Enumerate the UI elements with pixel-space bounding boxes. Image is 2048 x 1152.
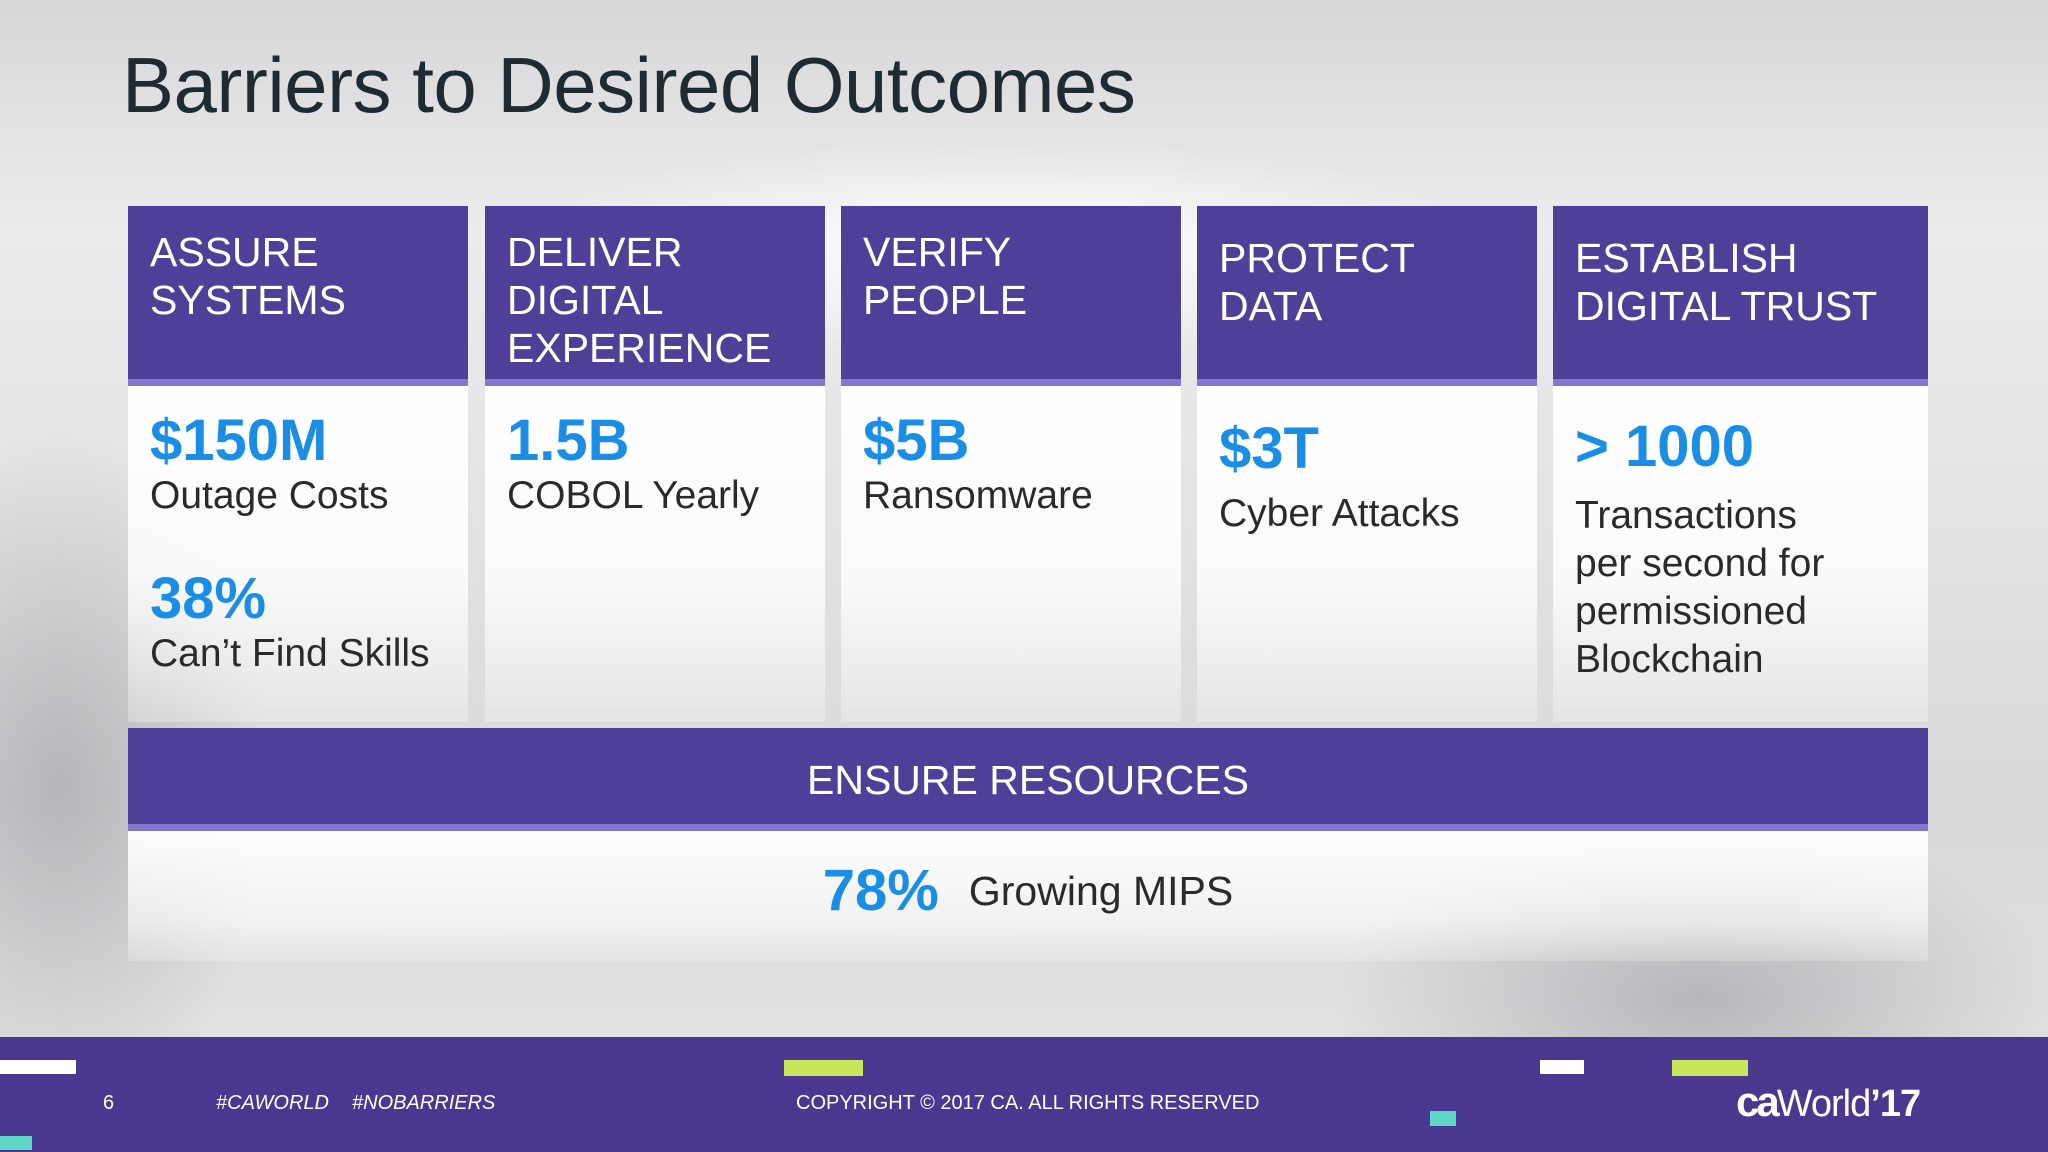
column-body: > 1000 Transactions per second for permi…	[1553, 386, 1928, 722]
stat-value: 78%	[822, 858, 939, 923]
heading-line: EXPERIENCE	[507, 325, 772, 371]
stat-label-line: Blockchain	[1575, 638, 1764, 681]
copyright-notice: COPYRIGHT © 2017 CA. ALL RIGHTS RESERVED	[796, 1092, 1260, 1114]
logo-world: World	[1776, 1083, 1872, 1125]
teal-accent-bar	[0, 1136, 32, 1150]
stat-value: $3T	[1219, 416, 1319, 481]
stat-label: Cyber Attacks	[1219, 492, 1460, 535]
stat-label: Transactions per second for permissioned…	[1575, 492, 1908, 684]
column-establish-digital-trust: ESTABLISH DIGITAL TRUST > 1000 Transacti…	[1553, 206, 1928, 722]
heading-line: ASSURE	[150, 229, 319, 275]
column-assure-systems: ASSURE SYSTEMS $150M Outage Costs 38% Ca…	[128, 206, 468, 722]
column-verify-people: VERIFY PEOPLE $5B Ransomware	[841, 206, 1181, 722]
heading-line: DATA	[1219, 283, 1323, 329]
heading-line: PROTECT	[1219, 235, 1415, 281]
footer-bar	[0, 1037, 2048, 1152]
stat-label: Ransomware	[863, 474, 1093, 517]
teal-accent-bar	[1430, 1111, 1456, 1126]
stat-label: COBOL Yearly	[507, 474, 760, 517]
ensure-resources-body: 78% Growing MIPS	[128, 831, 1928, 961]
stat-value: > 1000	[1575, 414, 1755, 479]
heading-line: DIGITAL	[507, 277, 664, 323]
lime-accent-bar	[784, 1060, 863, 1076]
stat-value: 1.5B	[507, 408, 630, 473]
stat-label-line: permissioned	[1575, 590, 1807, 633]
heading-line: SYSTEMS	[150, 277, 346, 323]
column-protect-data: PROTECT DATA $3T Cyber Attacks	[1197, 206, 1537, 722]
logo-ca: ca	[1736, 1078, 1780, 1125]
column-deliver-digital-experience: DELIVER DIGITAL EXPERIENCE 1.5B COBOL Ye…	[485, 206, 825, 722]
ensure-resources-heading: ENSURE RESOURCES	[128, 728, 1928, 831]
hashtag-caworld: #CAWORLD	[216, 1092, 329, 1114]
column-body: $150M Outage Costs 38% Can’t Find Skills	[128, 386, 468, 722]
column-heading: ESTABLISH DIGITAL TRUST	[1553, 206, 1928, 386]
logo-year: ’17	[1870, 1083, 1921, 1125]
stat-label-line: Transactions	[1575, 494, 1797, 537]
stat-value: $5B	[863, 408, 970, 473]
stat-label-line: per second for	[1575, 542, 1825, 585]
stat-label: Can’t Find Skills	[150, 632, 430, 675]
column-heading: VERIFY PEOPLE	[841, 206, 1181, 386]
white-accent-bar	[1540, 1060, 1584, 1074]
slide-title: Barriers to Desired Outcomes	[122, 41, 1136, 129]
lime-accent-bar	[1672, 1060, 1748, 1076]
stat-label: Outage Costs	[150, 474, 389, 517]
column-body: 1.5B COBOL Yearly	[485, 386, 825, 722]
ca-world-logo: caWorld’17	[1736, 1078, 1921, 1126]
page-number: 6	[103, 1092, 115, 1114]
stat-label: Growing MIPS	[968, 868, 1234, 914]
column-heading: DELIVER DIGITAL EXPERIENCE	[485, 206, 825, 386]
column-body: $5B Ransomware	[841, 386, 1181, 722]
stat-value: 38%	[150, 566, 267, 631]
heading-line: VERIFY	[863, 229, 1012, 275]
heading-line: DELIVER	[507, 229, 683, 275]
column-heading: PROTECT DATA	[1197, 206, 1537, 386]
heading-line: ESTABLISH	[1575, 235, 1798, 281]
heading-line: PEOPLE	[863, 277, 1028, 323]
column-body: $3T Cyber Attacks	[1197, 386, 1537, 722]
white-accent-bar	[0, 1060, 76, 1074]
stat-value: $150M	[150, 408, 328, 473]
column-heading: ASSURE SYSTEMS	[128, 206, 468, 386]
hashtag-nobarriers: #NOBARRIERS	[352, 1092, 496, 1114]
heading-line: DIGITAL TRUST	[1575, 283, 1878, 329]
